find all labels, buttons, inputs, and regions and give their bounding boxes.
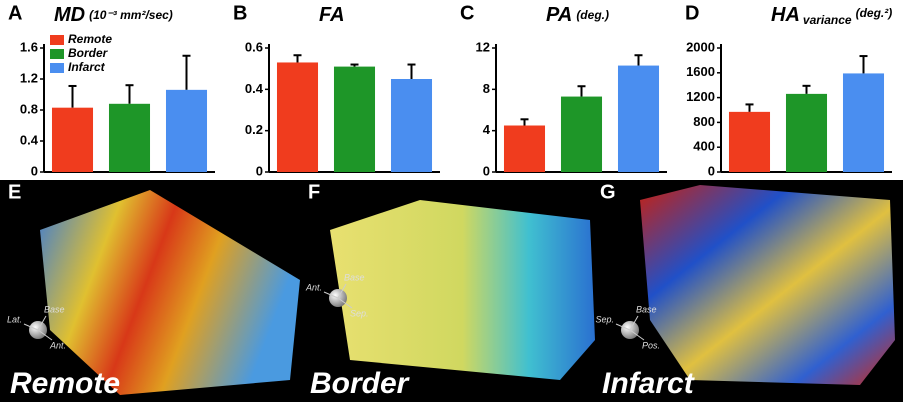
y-tick-label: 0: [708, 163, 715, 178]
title-main: PA: [546, 4, 572, 26]
y-tick-label: 0: [256, 163, 263, 178]
y-tick-label: 1.2: [20, 70, 38, 85]
chart-title: MD (10⁻³ mm²/sec): [54, 4, 173, 26]
bar: [504, 126, 545, 173]
y-tick-label: 12: [476, 39, 490, 54]
chart-title: FA: [319, 4, 345, 26]
bar: [109, 104, 150, 172]
orientation-label: Ant.: [305, 282, 322, 292]
bar: [166, 90, 207, 172]
title-main: MD: [54, 4, 85, 26]
y-tick-label: 0.6: [245, 39, 263, 54]
bar: [391, 79, 432, 172]
panel-letter: F: [308, 181, 320, 203]
y-tick-label: 1.6: [20, 39, 38, 54]
panel-letter: E: [8, 181, 21, 203]
title-main: FA: [319, 4, 345, 26]
legend-label: Border: [68, 46, 109, 60]
panel-letter: G: [600, 181, 616, 203]
y-tick-label: 0.8: [20, 101, 38, 116]
panel-letter: C: [460, 2, 474, 24]
title-subscript: variance: [803, 13, 852, 27]
panel-label: Infarct: [602, 367, 696, 400]
y-tick-label: 2000: [686, 39, 715, 54]
y-tick-label: 800: [693, 114, 715, 129]
legend-label: Remote: [68, 32, 112, 46]
bar: [561, 97, 602, 172]
y-tick-label: 0.2: [245, 122, 263, 137]
fiber-image: [640, 185, 895, 385]
panel-letter: D: [685, 2, 699, 24]
orientation-label: Sep.: [350, 308, 369, 318]
orientation-label: Ant.: [49, 340, 66, 350]
orientation-label: Base: [344, 272, 365, 282]
bar: [277, 62, 318, 172]
y-tick-label: 8: [483, 81, 490, 96]
bar: [52, 108, 93, 172]
title-main: HA: [771, 4, 800, 26]
bar: [786, 94, 827, 172]
title-unit: (deg.²): [856, 6, 893, 20]
legend-swatch: [50, 35, 64, 45]
title-unit: (deg.): [576, 8, 609, 22]
chart-title: PA (deg.): [546, 4, 609, 26]
y-tick-label: 1200: [686, 89, 715, 104]
orientation-label: Base: [636, 304, 657, 314]
y-tick-label: 400: [693, 139, 715, 154]
orientation-label: Pos.: [642, 340, 660, 350]
y-tick-label: 4: [483, 122, 491, 137]
orientation-label: Sep.: [595, 314, 614, 324]
panel-label: Border: [310, 367, 411, 400]
y-tick-label: 0: [31, 163, 38, 178]
y-tick-label: 1600: [686, 64, 715, 79]
bar: [334, 67, 375, 172]
legend-label: Infarct: [68, 60, 106, 74]
y-tick-label: 0.4: [20, 132, 39, 147]
orientation-label: Base: [44, 304, 65, 314]
y-tick-label: 0.4: [245, 81, 264, 96]
orientation-label: Lat.: [7, 314, 22, 324]
legend-swatch: [50, 63, 64, 73]
legend-swatch: [50, 49, 64, 59]
panel-label: Remote: [10, 367, 120, 400]
bar: [729, 112, 770, 172]
panel-letter: A: [8, 2, 22, 24]
figure: AMD(10⁻³ mm²/sec)00.40.81.21.6RemoteBord…: [0, 0, 903, 402]
bar: [843, 73, 884, 172]
fiber-image: [330, 200, 595, 380]
panel-letter: B: [233, 2, 247, 24]
y-tick-label: 0: [483, 163, 490, 178]
title-unit: (10⁻³ mm²/sec): [89, 8, 173, 22]
bar: [618, 66, 659, 172]
